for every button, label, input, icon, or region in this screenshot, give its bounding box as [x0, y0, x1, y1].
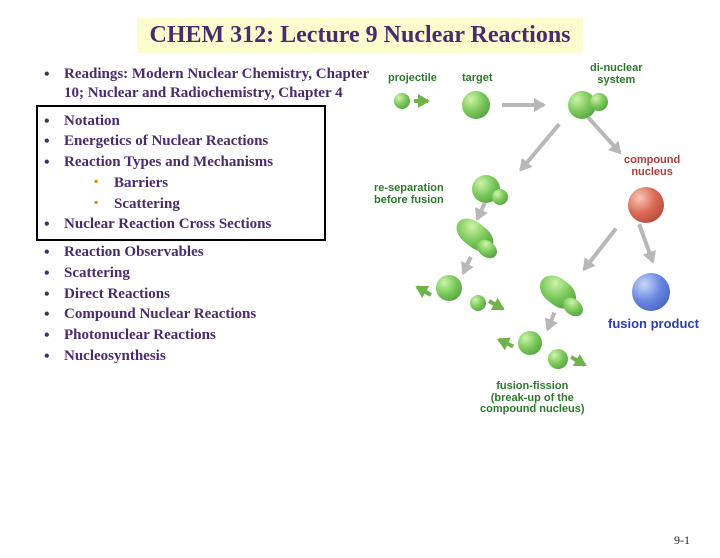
framed-group: Notation Energetics of Nuclear Reactions…	[36, 105, 326, 242]
list-item: Reaction Observables	[40, 243, 380, 262]
resep-sep-icon	[436, 275, 462, 301]
content-row: Readings: Modern Nuclear Chemistry, Chap…	[0, 63, 720, 368]
list-subitem: Barriers	[92, 174, 322, 193]
compound-icon	[628, 187, 664, 223]
list-subitem: Scattering	[92, 195, 322, 214]
arrow-icon	[582, 227, 617, 270]
list-item: Nuclear Reaction Cross Sections	[40, 215, 322, 234]
dinuclear-icon	[590, 93, 608, 111]
list-item: Direct Reactions	[40, 285, 380, 304]
list-item: Readings: Modern Nuclear Chemistry, Chap…	[40, 65, 380, 103]
label-fission: fusion-fission(break-up of thecompound n…	[480, 381, 585, 416]
arrow-icon	[502, 103, 544, 107]
resep-icon	[492, 189, 508, 205]
arrow-icon	[637, 224, 654, 263]
list-item: Notation	[40, 112, 322, 131]
list-item: Photonuclear Reactions	[40, 326, 380, 345]
label-target: target	[462, 73, 493, 85]
arrow-icon	[414, 99, 428, 103]
arrow-icon	[498, 338, 514, 348]
label-fusion-product: fusion product	[608, 317, 699, 331]
fission-frag-icon	[548, 349, 568, 369]
slide-number: 9-1	[674, 533, 690, 548]
page-title: CHEM 312: Lecture 9 Nuclear Reactions	[137, 18, 582, 53]
projectile-icon	[394, 93, 410, 109]
arrow-icon	[488, 299, 504, 310]
arrow-icon	[570, 355, 586, 366]
reaction-diagram: projectile target di-nuclearsystem re-se…	[380, 63, 692, 368]
arrow-icon	[546, 312, 556, 330]
resep-sep-icon	[470, 295, 486, 311]
arrow-icon	[519, 123, 561, 172]
label-resep: re-separationbefore fusion	[374, 183, 444, 206]
arrow-icon	[586, 116, 621, 154]
arrow-icon	[475, 202, 486, 220]
list-item: Nucleosynthesis	[40, 347, 380, 366]
list-item: Reaction Types and Mechanisms Barriers S…	[40, 153, 322, 213]
fission-frag-icon	[518, 331, 542, 355]
label-dinuclear: di-nuclearsystem	[590, 63, 643, 86]
list-item-label: Reaction Types and Mechanisms	[64, 154, 273, 170]
arrow-icon	[416, 285, 432, 296]
list-item: Compound Nuclear Reactions	[40, 305, 380, 324]
label-compound: compoundnucleus	[624, 155, 680, 178]
label-projectile: projectile	[388, 73, 437, 85]
list-item: Scattering	[40, 264, 380, 283]
outline-list: Readings: Modern Nuclear Chemistry, Chap…	[40, 65, 380, 103]
outline-column: Readings: Modern Nuclear Chemistry, Chap…	[40, 63, 380, 368]
target-icon	[462, 91, 490, 119]
fusion-product-icon	[632, 273, 670, 311]
arrow-icon	[461, 256, 472, 274]
list-item: Energetics of Nuclear Reactions	[40, 132, 322, 151]
